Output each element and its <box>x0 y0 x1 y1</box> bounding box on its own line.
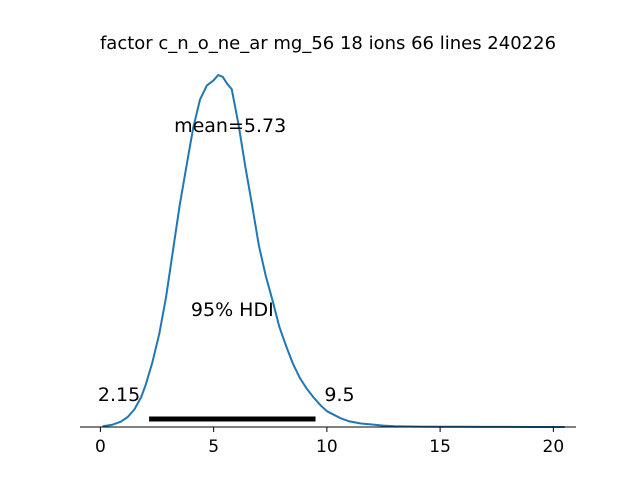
x-tick-label: 20 <box>543 437 565 457</box>
hdi-low-label: 2.15 <box>98 384 140 406</box>
hdi-label: 95% HDI <box>191 299 274 321</box>
x-tick-label: 15 <box>429 437 451 457</box>
x-axis-ticks: 0 5 10 15 20 <box>95 427 564 457</box>
density-curve <box>102 74 565 428</box>
x-tick-label: 0 <box>95 437 106 457</box>
hdi-high-label: 9.5 <box>324 384 354 406</box>
mean-label: mean=5.73 <box>174 115 286 137</box>
x-tick-label: 5 <box>208 437 219 457</box>
chart-title: factor c_n_o_ne_ar mg_56 18 ions 66 line… <box>100 33 556 54</box>
x-tick-label: 10 <box>316 437 338 457</box>
